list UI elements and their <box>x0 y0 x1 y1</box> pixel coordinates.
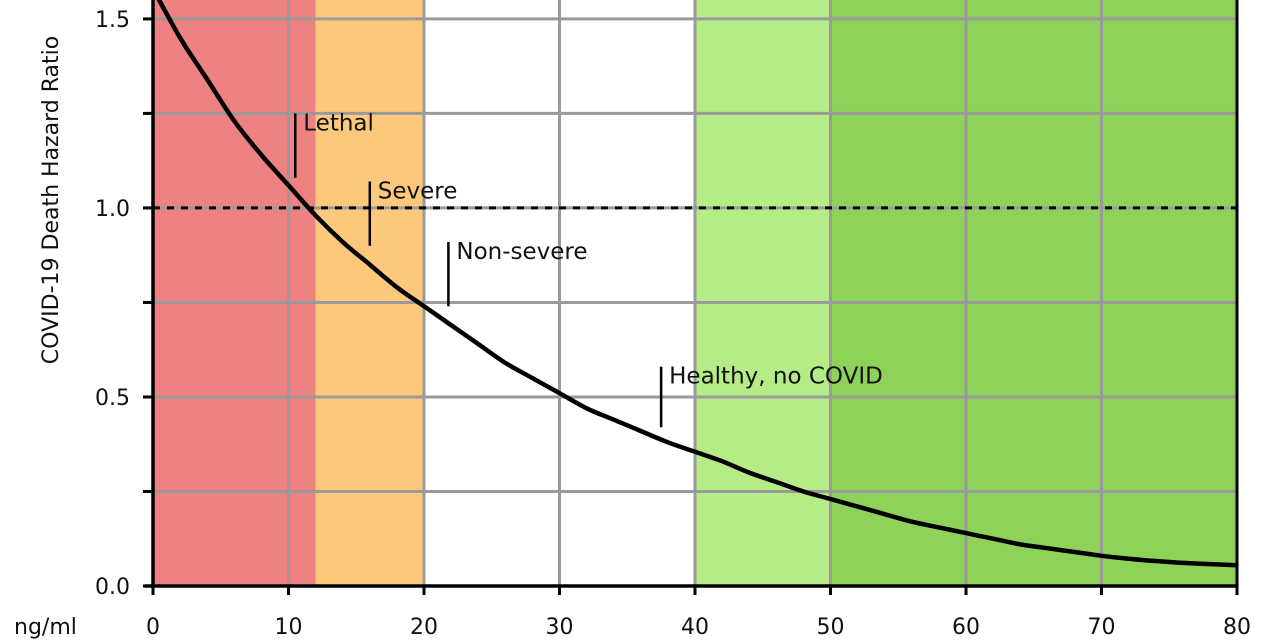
curve-layer <box>156 0 1237 568</box>
zone-band-0 <box>153 0 316 586</box>
y-tick-label-0: 0.0 <box>95 575 130 600</box>
y-tick-labels: 0.0 0.5 1.0 1.5 <box>95 8 130 600</box>
x-tick-label-4: 40 <box>681 615 709 640</box>
y-tick-label-2: 0.5 <box>95 386 130 411</box>
zone-bands <box>153 0 1237 586</box>
zone-band-3 <box>695 0 831 586</box>
x-tick-labels: 0 10 20 30 40 50 60 70 80 <box>146 615 1251 640</box>
hazard-curve <box>156 0 1237 568</box>
x-tick-label-1: 10 <box>275 615 303 640</box>
x-axis-label: ng/ml <box>14 615 77 640</box>
x-tick-label-0: 0 <box>146 615 160 640</box>
annotation-label-3: Healthy, no COVID <box>669 364 883 390</box>
axes <box>143 0 1239 595</box>
annotation-label-1: Severe <box>378 178 458 204</box>
y-tick-label-6: 1.5 <box>95 8 130 33</box>
y-axis-label: COVID-19 Death Hazard Ratio <box>39 36 64 364</box>
annotation-label-0: Lethal <box>303 110 374 136</box>
y-tick-label-4: 1.0 <box>95 197 130 222</box>
x-tick-label-7: 70 <box>1088 615 1116 640</box>
x-tick-label-3: 30 <box>546 615 574 640</box>
zone-band-4 <box>830 0 1237 586</box>
annotation-label-2: Non-severe <box>456 239 587 265</box>
x-tick-label-5: 50 <box>817 615 845 640</box>
x-tick-label-2: 20 <box>410 615 438 640</box>
x-tick-label-6: 60 <box>952 615 980 640</box>
x-tick-label-8: 80 <box>1223 615 1251 640</box>
annotations: Lethal Severe Non-severe Healthy, no COVID <box>294 110 883 428</box>
